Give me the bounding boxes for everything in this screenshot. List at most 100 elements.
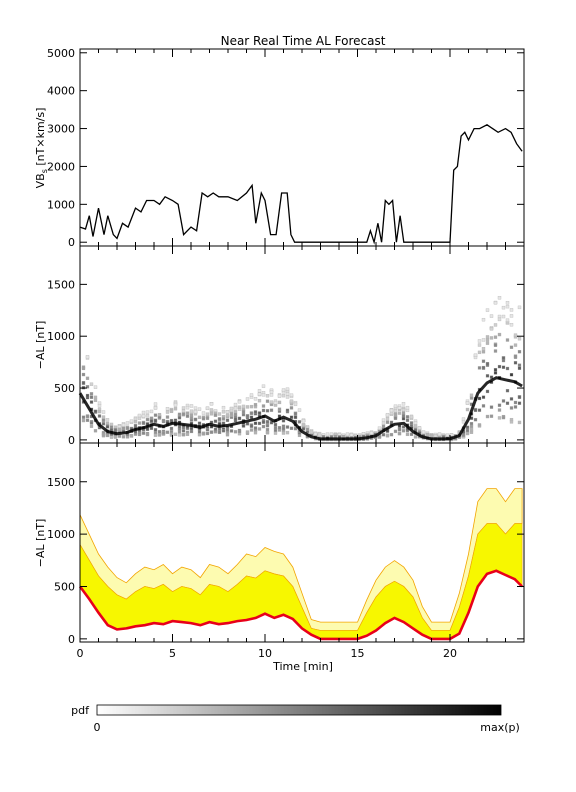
- vbs-series-line: [79, 124, 523, 245]
- pdf-cell: [461, 433, 466, 437]
- pdf-cell: [517, 363, 522, 367]
- pdf-cell: [153, 428, 158, 432]
- pdf-cell: [385, 417, 390, 421]
- panel-vbs: 0 1000 2000 3000 4000 5000 VBs [nT×km/s]: [34, 47, 525, 249]
- pdf-cell: [481, 404, 486, 408]
- pdf-cell: [477, 350, 482, 355]
- pdf-cell: [289, 415, 294, 419]
- pdf-cell: [265, 394, 270, 398]
- panel-vbs-frame: [79, 48, 525, 247]
- p3-ytick-label: 1000: [47, 528, 75, 541]
- pdf-cell: [505, 301, 510, 305]
- pdf-cell: [93, 409, 98, 414]
- pdf-cell: [253, 431, 258, 435]
- pdf-cell: [493, 323, 498, 327]
- pdf-cell: [305, 427, 310, 432]
- pdf-cell: [101, 433, 106, 437]
- pdf-cell: [293, 415, 298, 420]
- pdf-cell: [393, 416, 398, 420]
- pdf-cell: [237, 429, 242, 434]
- pdf-cell: [269, 390, 274, 394]
- p1-ytick-label: 3000: [47, 123, 75, 136]
- pdf-cell: [173, 403, 178, 407]
- pdf-cell: [401, 416, 406, 421]
- panel-vbs-y-ticks: 0 1000 2000 3000 4000 5000: [47, 47, 524, 249]
- pdf-cell: [445, 433, 450, 437]
- pdf-cell: [285, 392, 290, 396]
- pdf-cell: [489, 405, 494, 409]
- pdf-cell: [517, 350, 522, 354]
- pdf-cell: [149, 426, 154, 431]
- pdf-cell: [485, 335, 490, 339]
- pdf-cell: [293, 426, 298, 431]
- pdf-cell: [405, 408, 410, 413]
- pdf-cell: [213, 413, 218, 417]
- p1-ytick-label: 2000: [47, 160, 75, 173]
- pdf-cell: [497, 317, 502, 322]
- pdf-cell: [385, 412, 390, 417]
- pdf-cell: [513, 343, 518, 347]
- pdf-cell: [161, 418, 166, 423]
- pdf-cell: [385, 433, 390, 437]
- pdf-cell: [485, 414, 490, 419]
- pdf-cell: [485, 338, 490, 342]
- pdf-cell: [269, 400, 274, 404]
- pdf-cell: [257, 392, 262, 396]
- pdf-cell: [513, 400, 518, 405]
- pdf-cell: [301, 419, 306, 423]
- pdf-cell: [265, 427, 270, 432]
- pdf-cell: [505, 366, 510, 371]
- pdf-cell: [237, 400, 242, 404]
- pdf-cell: [381, 433, 386, 437]
- pdf-cell: [141, 421, 146, 425]
- pdf-cell: [225, 410, 230, 414]
- pdf-cell: [401, 425, 406, 429]
- p1-ytick-label: 4000: [47, 85, 75, 98]
- pdf-cell: [85, 414, 90, 419]
- pdf-cell: [101, 418, 106, 422]
- pdf-cell: [177, 433, 182, 437]
- pdf-cell: [145, 417, 150, 422]
- pdf-cell: [265, 399, 270, 403]
- pdf-cell: [285, 387, 290, 391]
- pdf-cell: [405, 418, 410, 423]
- pdf-cell: [257, 421, 262, 426]
- pdf-cell: [509, 420, 514, 424]
- pdf-cell: [497, 314, 502, 319]
- pdf-cell: [381, 421, 386, 426]
- panel-pdf-y-ticks: 0 500 1000 1500: [47, 278, 524, 447]
- pdf-cell: [181, 409, 186, 413]
- panel-forecast-x-ticks: 0 5 10 15 20: [77, 443, 525, 660]
- pdf-cell: [517, 395, 522, 399]
- pdf-cell: [497, 416, 502, 420]
- pdf-cell: [241, 424, 246, 428]
- pdf-cell: [477, 366, 482, 370]
- pdf-cell: [389, 432, 394, 437]
- pdf-cell: [505, 304, 510, 309]
- pdf-cell: [145, 432, 150, 437]
- pdf-cell: [513, 361, 518, 365]
- pdf-cell: [501, 365, 506, 369]
- pdf-cell: [393, 429, 398, 434]
- pdf-cell: [409, 421, 414, 425]
- pdf-cell: [389, 408, 394, 413]
- pdf-cell: [461, 417, 466, 421]
- pdf-cell: [281, 388, 286, 392]
- pdf-cell: [513, 354, 518, 358]
- pdf-cell: [225, 428, 230, 432]
- pdf-cell: [501, 399, 506, 403]
- pdf-cell: [101, 422, 106, 426]
- pdf-cell: [429, 434, 434, 438]
- pdf-cell: [385, 420, 390, 424]
- pdf-cell: [405, 405, 410, 410]
- pdf-cell: [405, 415, 410, 419]
- panel-pdf: 0 500 1000 1500 −AL [nT]: [34, 245, 525, 447]
- pdf-cell: [489, 336, 494, 340]
- pdf-cell: [257, 411, 262, 415]
- pdf-cell: [477, 396, 482, 401]
- pdf-cell: [233, 406, 238, 410]
- pdf-cell: [197, 430, 202, 434]
- x-tick-label: 20: [443, 647, 457, 660]
- pdf-cell: [469, 427, 474, 432]
